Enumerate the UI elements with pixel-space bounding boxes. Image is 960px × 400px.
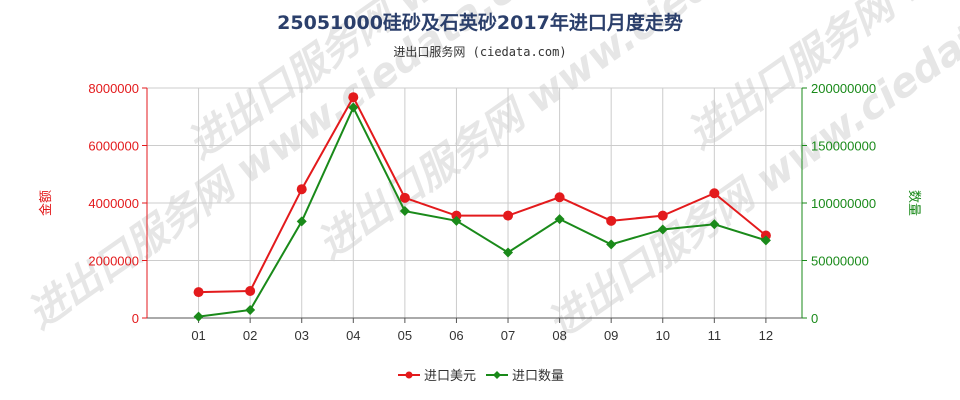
y-right-tick-label: 0: [811, 311, 818, 326]
data-point-quantity: [348, 102, 359, 113]
y-right-axis-label: 数量: [906, 190, 921, 216]
data-point-quantity: [296, 216, 307, 227]
data-point-value: [451, 210, 462, 221]
plot-area: 0 2000000 4000000 6000000 8000000 0 50000000 10…: [88, 81, 876, 343]
x-tick-label: 05: [398, 328, 412, 343]
x-tick-label: 12: [759, 328, 773, 343]
data-point-quantity: [760, 235, 771, 246]
data-point-value: [296, 184, 307, 195]
series-line-value: [198, 95, 767, 294]
data-point-quantity: [554, 214, 565, 225]
data-point-value: [399, 192, 410, 203]
x-tick-label: 10: [656, 328, 670, 343]
x-tick-label: 07: [501, 328, 515, 343]
y-right-tick-label: 150000000: [811, 139, 876, 154]
legend-label-quantity: 进口数量: [512, 369, 564, 384]
legend-marker-value: [405, 371, 413, 379]
x-tick-label: 02: [243, 328, 257, 343]
x-tick-label: 04: [346, 328, 360, 343]
y-left-tick-label: 0: [132, 311, 139, 326]
y-right-tick-label: 100000000: [811, 196, 876, 211]
data-point-value: [709, 188, 720, 199]
data-point-quantity: [503, 247, 514, 258]
data-point-value: [245, 285, 256, 296]
data-point-value: [348, 92, 359, 103]
y-left-tick-label: 6000000: [88, 139, 139, 154]
data-point-quantity: [709, 219, 720, 230]
y-left-tick-label: 4000000: [88, 196, 139, 211]
x-tick-label: 01: [191, 328, 205, 343]
data-point-value: [503, 210, 514, 221]
data-point-value: [554, 192, 565, 203]
y-left-tick-label: 2000000: [88, 254, 139, 269]
x-tick-label: 08: [552, 328, 566, 343]
y-right-tick-label: 200000000: [811, 81, 876, 96]
data-point-quantity: [451, 215, 462, 226]
chart-title: 25051000硅砂及石英砂2017年进口月度走势: [277, 11, 683, 34]
series-line-quantity: [198, 105, 767, 318]
legend-label-value: 进口美元: [424, 369, 476, 384]
x-tick-label: 09: [604, 328, 618, 343]
y-left-axis-label: 金额: [38, 190, 54, 216]
legend-marker-quantity: [493, 371, 501, 379]
data-point-quantity: [193, 311, 204, 322]
y-left-tick-label: 8000000: [88, 81, 139, 96]
data-point-quantity: [399, 206, 410, 217]
data-point-value: [193, 287, 204, 298]
data-point-value: [606, 215, 617, 226]
data-point-value: [657, 210, 668, 221]
y-right-tick-label: 50000000: [811, 254, 869, 269]
chart-subtitle: 进出口服务网 (ciedata.com): [393, 44, 566, 59]
x-tick-label: 11: [708, 328, 722, 343]
x-tick-label: 06: [449, 328, 463, 343]
data-point-quantity: [245, 304, 256, 315]
x-tick-label: 03: [294, 328, 308, 343]
data-point-quantity: [606, 239, 617, 250]
legend: 进口美元 进口数量: [398, 369, 564, 384]
data-point-quantity: [657, 224, 668, 235]
